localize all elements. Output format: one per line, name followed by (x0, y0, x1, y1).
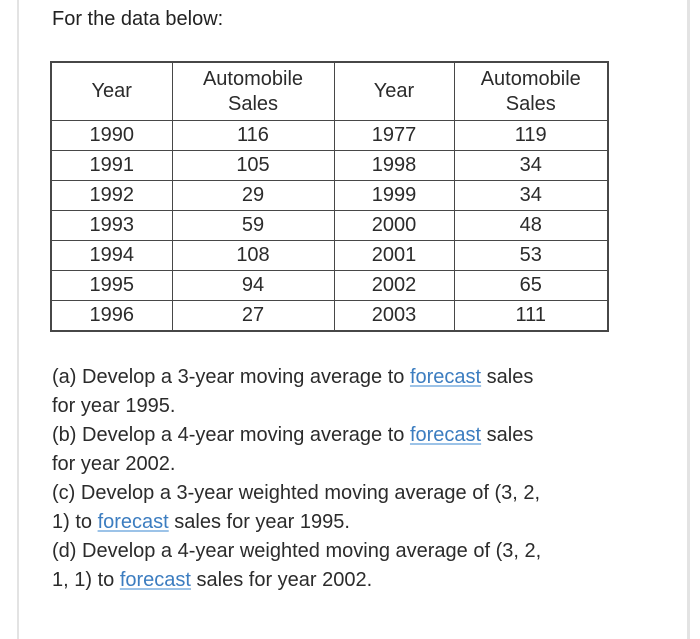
table-cell: 29 (171, 180, 335, 211)
table-cell: 111 (453, 300, 609, 332)
question-text: sales (481, 424, 534, 446)
forecast-link[interactable]: forecast (97, 511, 169, 533)
table-cell: 1999 (333, 180, 455, 211)
table-cell: 48 (453, 210, 609, 241)
table-cell: 105 (171, 150, 335, 181)
table-cell: 65 (453, 270, 609, 301)
table-cell: 27 (171, 300, 335, 332)
table-cell: 2003 (333, 300, 455, 332)
table-header-cell-year-1: Year (50, 61, 173, 121)
table-cell: 2002 (333, 270, 455, 301)
question-text: (d) Develop a 4-year weighted moving ave… (52, 540, 542, 562)
table-cell: 2000 (333, 210, 455, 241)
question-text: for year 1995. (52, 395, 176, 417)
question-b: (b) Develop a 4-year moving average to f… (52, 421, 627, 479)
question-c: (c) Develop a 3-year weighted moving ave… (52, 479, 627, 537)
forecast-link[interactable]: forecast (409, 366, 482, 388)
question-d: (d) Develop a 4-year weighted moving ave… (52, 537, 627, 595)
left-page-edge (17, 0, 19, 639)
table-row: 1990 116 1977 119 (50, 120, 609, 151)
table-cell: 34 (453, 150, 609, 181)
table-cell: 1993 (50, 210, 173, 241)
content: For the data below: Year Automobile Sale… (50, 0, 627, 595)
table-header-cell-sales-2: Automobile Sales (453, 61, 609, 121)
table-cell: 1996 (50, 300, 173, 332)
table-cell: 53 (453, 240, 609, 271)
table-header-cell-year-2: Year (333, 61, 455, 121)
table-cell: 1994 (50, 240, 173, 271)
question-text: for year 2002. (52, 453, 176, 475)
table-cell: 1977 (333, 120, 455, 151)
question-a: (a) Develop a 3-year moving average to f… (52, 363, 627, 421)
table-cell: 59 (171, 210, 335, 241)
table-row: 1995 94 2002 65 (50, 270, 609, 301)
question-text: sales (481, 366, 534, 388)
forecast-link[interactable]: forecast (409, 424, 482, 446)
table-cell: 1992 (50, 180, 173, 211)
table-row: 1996 27 2003 111 (50, 300, 609, 332)
question-text: sales for year 2002. (190, 569, 373, 591)
table-row: 1992 29 1999 34 (50, 180, 609, 211)
table-cell: 1998 (333, 150, 455, 181)
forecast-link[interactable]: forecast (119, 569, 191, 591)
sales-table-body: 1990 116 1977 119 1991 105 1998 34 1992 29 1999 34 1… (50, 120, 609, 332)
table-row: 1991 105 1998 34 (50, 150, 609, 181)
table-cell: 119 (453, 120, 609, 151)
table-cell: 1990 (50, 120, 173, 151)
table-cell: 1991 (50, 150, 173, 181)
table-cell: 108 (171, 240, 335, 271)
table-row: 1994 108 2001 53 (50, 240, 609, 271)
table-cell: 116 (171, 120, 335, 151)
question-text: (c) Develop a 3-year weighted moving ave… (52, 482, 541, 504)
questions: (a) Develop a 3-year moving average to f… (52, 363, 627, 595)
question-text: (b) Develop a 4-year moving average to (52, 424, 410, 446)
question-text: 1, 1) to (52, 569, 120, 591)
table-row: 1993 59 2000 48 (50, 210, 609, 241)
table-cell: 2001 (333, 240, 455, 271)
question-text: 1) to (52, 511, 98, 533)
table-cell: 34 (453, 180, 609, 211)
question-text: sales for year 1995. (168, 511, 350, 533)
page-title: For the data below: (52, 8, 224, 30)
right-page-edge (687, 0, 690, 639)
question-text: (a) Develop a 3-year moving average to (52, 366, 410, 388)
table-cell: 94 (171, 270, 335, 301)
table-header-cell-sales-1: Automobile Sales (171, 61, 335, 121)
sales-table: Year Automobile Sales Year Automobile Sa… (50, 61, 609, 332)
table-cell: 1995 (50, 270, 173, 301)
table-header-row: Year Automobile Sales Year Automobile Sa… (50, 61, 609, 121)
